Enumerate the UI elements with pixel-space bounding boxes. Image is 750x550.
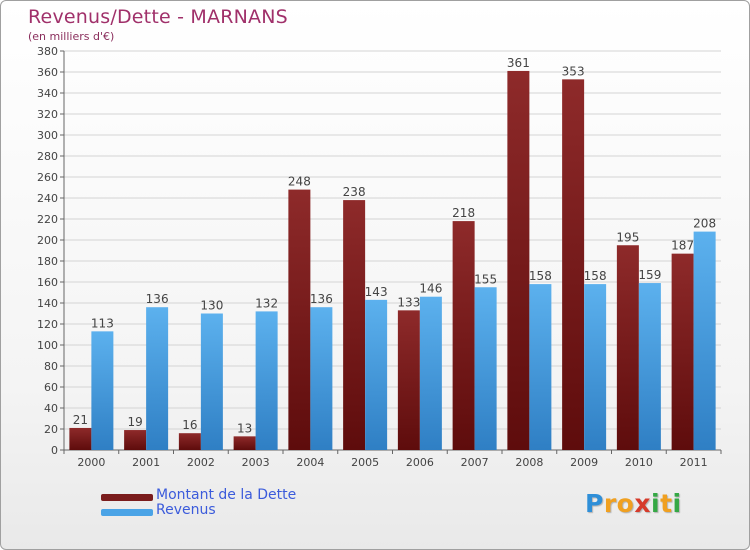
- bar-revenus: [529, 284, 552, 450]
- bar-dette: [178, 433, 201, 450]
- x-tick-label: 2010: [625, 456, 653, 469]
- chart-title: Revenus/Dette - MARNANS: [28, 6, 288, 28]
- data-label: 159: [638, 268, 661, 282]
- data-label: 13: [237, 421, 252, 435]
- x-tick-label: 2004: [296, 456, 324, 469]
- bar-dette: [616, 245, 639, 450]
- data-label: 248: [288, 175, 311, 189]
- x-tick-label: 2000: [77, 456, 105, 469]
- y-tick-label: 80: [44, 360, 58, 373]
- data-label: 238: [343, 185, 366, 199]
- bar-dette: [288, 189, 311, 450]
- data-label: 195: [616, 230, 639, 244]
- bar-dette: [69, 427, 92, 450]
- bar-revenus: [200, 313, 223, 450]
- data-label: 353: [562, 64, 585, 78]
- bar-revenus: [365, 299, 388, 450]
- data-label: 136: [146, 292, 169, 306]
- bar-dette: [562, 79, 585, 450]
- data-label: 130: [200, 299, 223, 313]
- bar-revenus: [255, 311, 278, 450]
- x-tick-label: 2005: [351, 456, 379, 469]
- y-tick-label: 120: [37, 318, 58, 331]
- bar-revenus: [419, 296, 442, 450]
- bar-revenus: [310, 307, 333, 450]
- y-tick-label: 340: [37, 87, 58, 100]
- x-tick-label: 2009: [570, 456, 598, 469]
- logo-letter: o: [616, 489, 635, 518]
- logo-letter: i: [672, 489, 682, 518]
- data-label: 361: [507, 56, 530, 70]
- bar-revenus: [474, 287, 497, 450]
- bar-dette: [233, 436, 256, 450]
- bar-dette: [343, 200, 366, 450]
- proxiti-logo: Proxiti: [585, 489, 682, 518]
- y-tick-label: 280: [37, 150, 58, 163]
- logo-letter: x: [634, 489, 651, 518]
- y-tick-label: 60: [44, 381, 58, 394]
- chart-subtitle: (en milliers d'€): [28, 30, 115, 43]
- data-label: 218: [452, 206, 475, 220]
- y-tick-label: 320: [37, 108, 58, 121]
- data-label: 21: [73, 413, 88, 427]
- logo-letter: i: [651, 489, 661, 518]
- y-tick-label: 140: [37, 297, 58, 310]
- bar-dette: [397, 310, 420, 450]
- logo-letter: r: [603, 489, 617, 518]
- y-tick-label: 180: [37, 255, 58, 268]
- bar-dette: [124, 430, 147, 450]
- data-label: 158: [529, 269, 552, 283]
- data-label: 208: [693, 217, 716, 231]
- legend-swatch-dette: [101, 494, 153, 501]
- data-label: 16: [182, 418, 197, 432]
- y-tick-label: 40: [44, 402, 58, 415]
- bar-dette: [507, 70, 530, 450]
- x-tick-label: 2001: [132, 456, 160, 469]
- legend-label-revenus: Revenus: [156, 502, 216, 518]
- y-tick-label: 380: [37, 45, 58, 58]
- y-tick-label: 160: [37, 276, 58, 289]
- x-tick-label: 2003: [242, 456, 270, 469]
- data-label: 19: [127, 415, 142, 429]
- y-tick-label: 200: [37, 234, 58, 247]
- data-label: 158: [584, 269, 607, 283]
- bar-revenus: [693, 231, 716, 450]
- bar-revenus: [91, 331, 114, 450]
- bar-dette: [452, 221, 475, 450]
- bar-dette: [671, 253, 694, 450]
- data-label: 133: [397, 295, 420, 309]
- logo-letter: t: [660, 489, 673, 518]
- x-tick-label: 2006: [406, 456, 434, 469]
- data-label: 187: [671, 239, 694, 253]
- y-tick-label: 300: [37, 129, 58, 142]
- bar-revenus: [146, 307, 169, 450]
- legend-swatch-revenus: [101, 509, 153, 516]
- data-label: 155: [474, 272, 497, 286]
- y-tick-label: 220: [37, 213, 58, 226]
- legend-label-dette: Montant de la Dette: [156, 487, 297, 503]
- y-tick-label: 260: [37, 171, 58, 184]
- y-tick-label: 360: [37, 66, 58, 79]
- x-tick-label: 2011: [680, 456, 708, 469]
- x-tick-label: 2008: [515, 456, 543, 469]
- y-tick-label: 0: [51, 444, 58, 457]
- x-tick-label: 2002: [187, 456, 215, 469]
- data-label: 143: [365, 285, 388, 299]
- y-tick-label: 100: [37, 339, 58, 352]
- data-label: 136: [310, 292, 333, 306]
- data-label: 132: [255, 296, 278, 310]
- x-tick-label: 2007: [461, 456, 489, 469]
- bar-revenus: [584, 284, 607, 450]
- data-label: 113: [91, 316, 114, 330]
- bar-revenus: [638, 283, 661, 450]
- y-tick-label: 20: [44, 423, 58, 436]
- data-label: 146: [419, 282, 442, 296]
- y-tick-label: 240: [37, 192, 58, 205]
- logo-letter: P: [585, 489, 604, 518]
